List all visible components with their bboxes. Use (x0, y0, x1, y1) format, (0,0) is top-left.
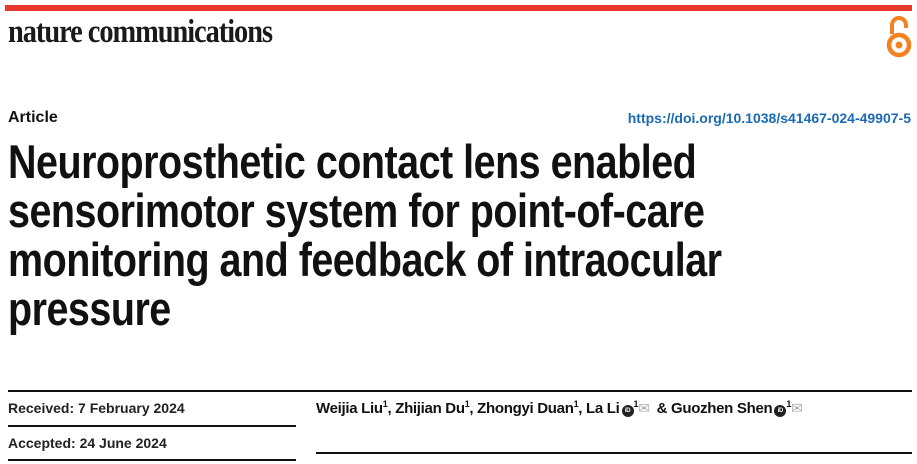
orcid-icon[interactable]: iD (774, 405, 787, 417)
author-list: Weijia Liu1, Zhijian Du1, Zhongyi Duan1,… (316, 399, 806, 417)
title-line: sensorimotor system for point-of-care (8, 184, 705, 237)
separator: , (578, 400, 587, 417)
separator: , (469, 400, 478, 417)
journal-logo: nature communications (8, 14, 273, 50)
open-access-lock-icon (886, 16, 912, 58)
accepted-date: Accepted: 24 June 2024 (8, 435, 167, 451)
separator: , (387, 400, 396, 417)
author-name[interactable]: Weijia Liu (316, 400, 383, 417)
title-line: Neuroprosthetic contact lens enabled (8, 135, 697, 188)
affiliation-marker: 1 (633, 399, 639, 409)
author-name[interactable]: Guozhen Shen (670, 400, 773, 417)
doi-link[interactable]: https://doi.org/10.1038/s41467-024-49907… (627, 110, 911, 126)
divider (8, 425, 296, 427)
affiliation-marker: 1 (464, 399, 470, 409)
article-type: Article (8, 109, 58, 126)
journal-accent-bar (5, 5, 912, 11)
separator: & (652, 400, 671, 417)
author-name[interactable]: Zhijian Du (395, 400, 465, 417)
divider (8, 390, 912, 392)
title-line: monitoring and feedback of intraocular (8, 233, 722, 286)
divider (316, 452, 912, 454)
author-name[interactable]: Zhongyi Duan (477, 400, 574, 417)
affiliation-marker: 1 (786, 399, 792, 409)
title-line: pressure (8, 282, 171, 335)
received-date: Received: 7 February 2024 (8, 400, 185, 416)
divider (8, 459, 296, 461)
author-name[interactable]: La Li (586, 400, 620, 417)
email-icon[interactable]: ✉ (638, 400, 650, 416)
email-icon[interactable]: ✉ (791, 400, 803, 416)
article-title: Neuroprosthetic contact lens enabled sen… (8, 137, 722, 333)
affiliation-marker: 1 (382, 399, 388, 409)
affiliation-marker: 1 (573, 399, 579, 409)
orcid-icon[interactable]: iD (621, 405, 634, 417)
